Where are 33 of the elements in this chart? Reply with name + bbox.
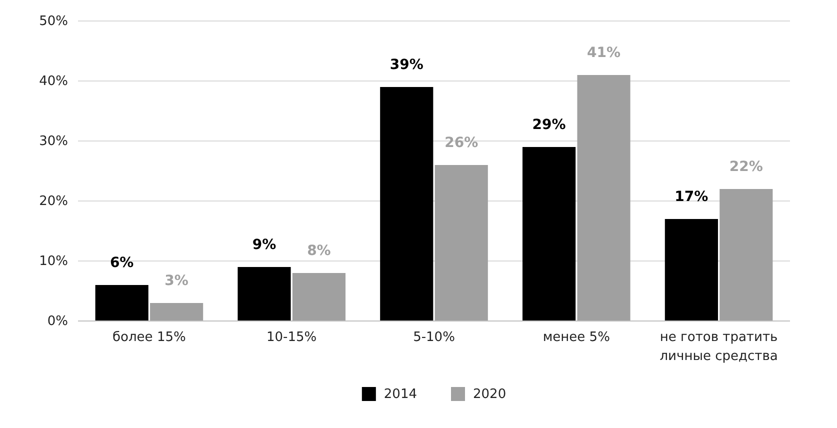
bar [150, 303, 204, 321]
data-label: 8% [307, 243, 331, 259]
y-tick-label: 40% [39, 74, 68, 90]
data-label: 3% [164, 273, 188, 289]
bar [577, 75, 630, 321]
y-tick-label: 50% [39, 14, 68, 30]
x-tick-label: 10-15% [266, 330, 317, 345]
x-tick-label: не готов тратить личные средства [660, 330, 778, 364]
legend-label: 2014 [384, 387, 417, 402]
data-label: 22% [729, 159, 763, 175]
x-tick-label: 5-10% [413, 330, 455, 345]
legend-label: 2020 [473, 387, 506, 402]
data-label: 26% [444, 135, 478, 151]
y-tick-label: 20% [39, 194, 68, 210]
data-label: 41% [587, 45, 621, 61]
bar [720, 189, 773, 321]
data-label: 9% [252, 237, 276, 253]
bar [292, 273, 346, 321]
x-tick-label: менее 5% [542, 330, 610, 345]
y-tick-label: 0% [47, 314, 68, 330]
bar [664, 219, 718, 321]
data-label: 17% [674, 189, 708, 205]
bar [95, 285, 148, 321]
x-tick-label: более 15% [112, 330, 186, 345]
data-label: 29% [532, 117, 566, 133]
data-label: 6% [110, 255, 134, 271]
y-tick-label: 30% [39, 134, 68, 150]
bar [522, 147, 576, 321]
bar [434, 165, 488, 321]
y-tick-label: 10% [39, 254, 68, 270]
bar [380, 87, 434, 321]
bar [238, 267, 291, 321]
data-label: 39% [390, 57, 424, 73]
